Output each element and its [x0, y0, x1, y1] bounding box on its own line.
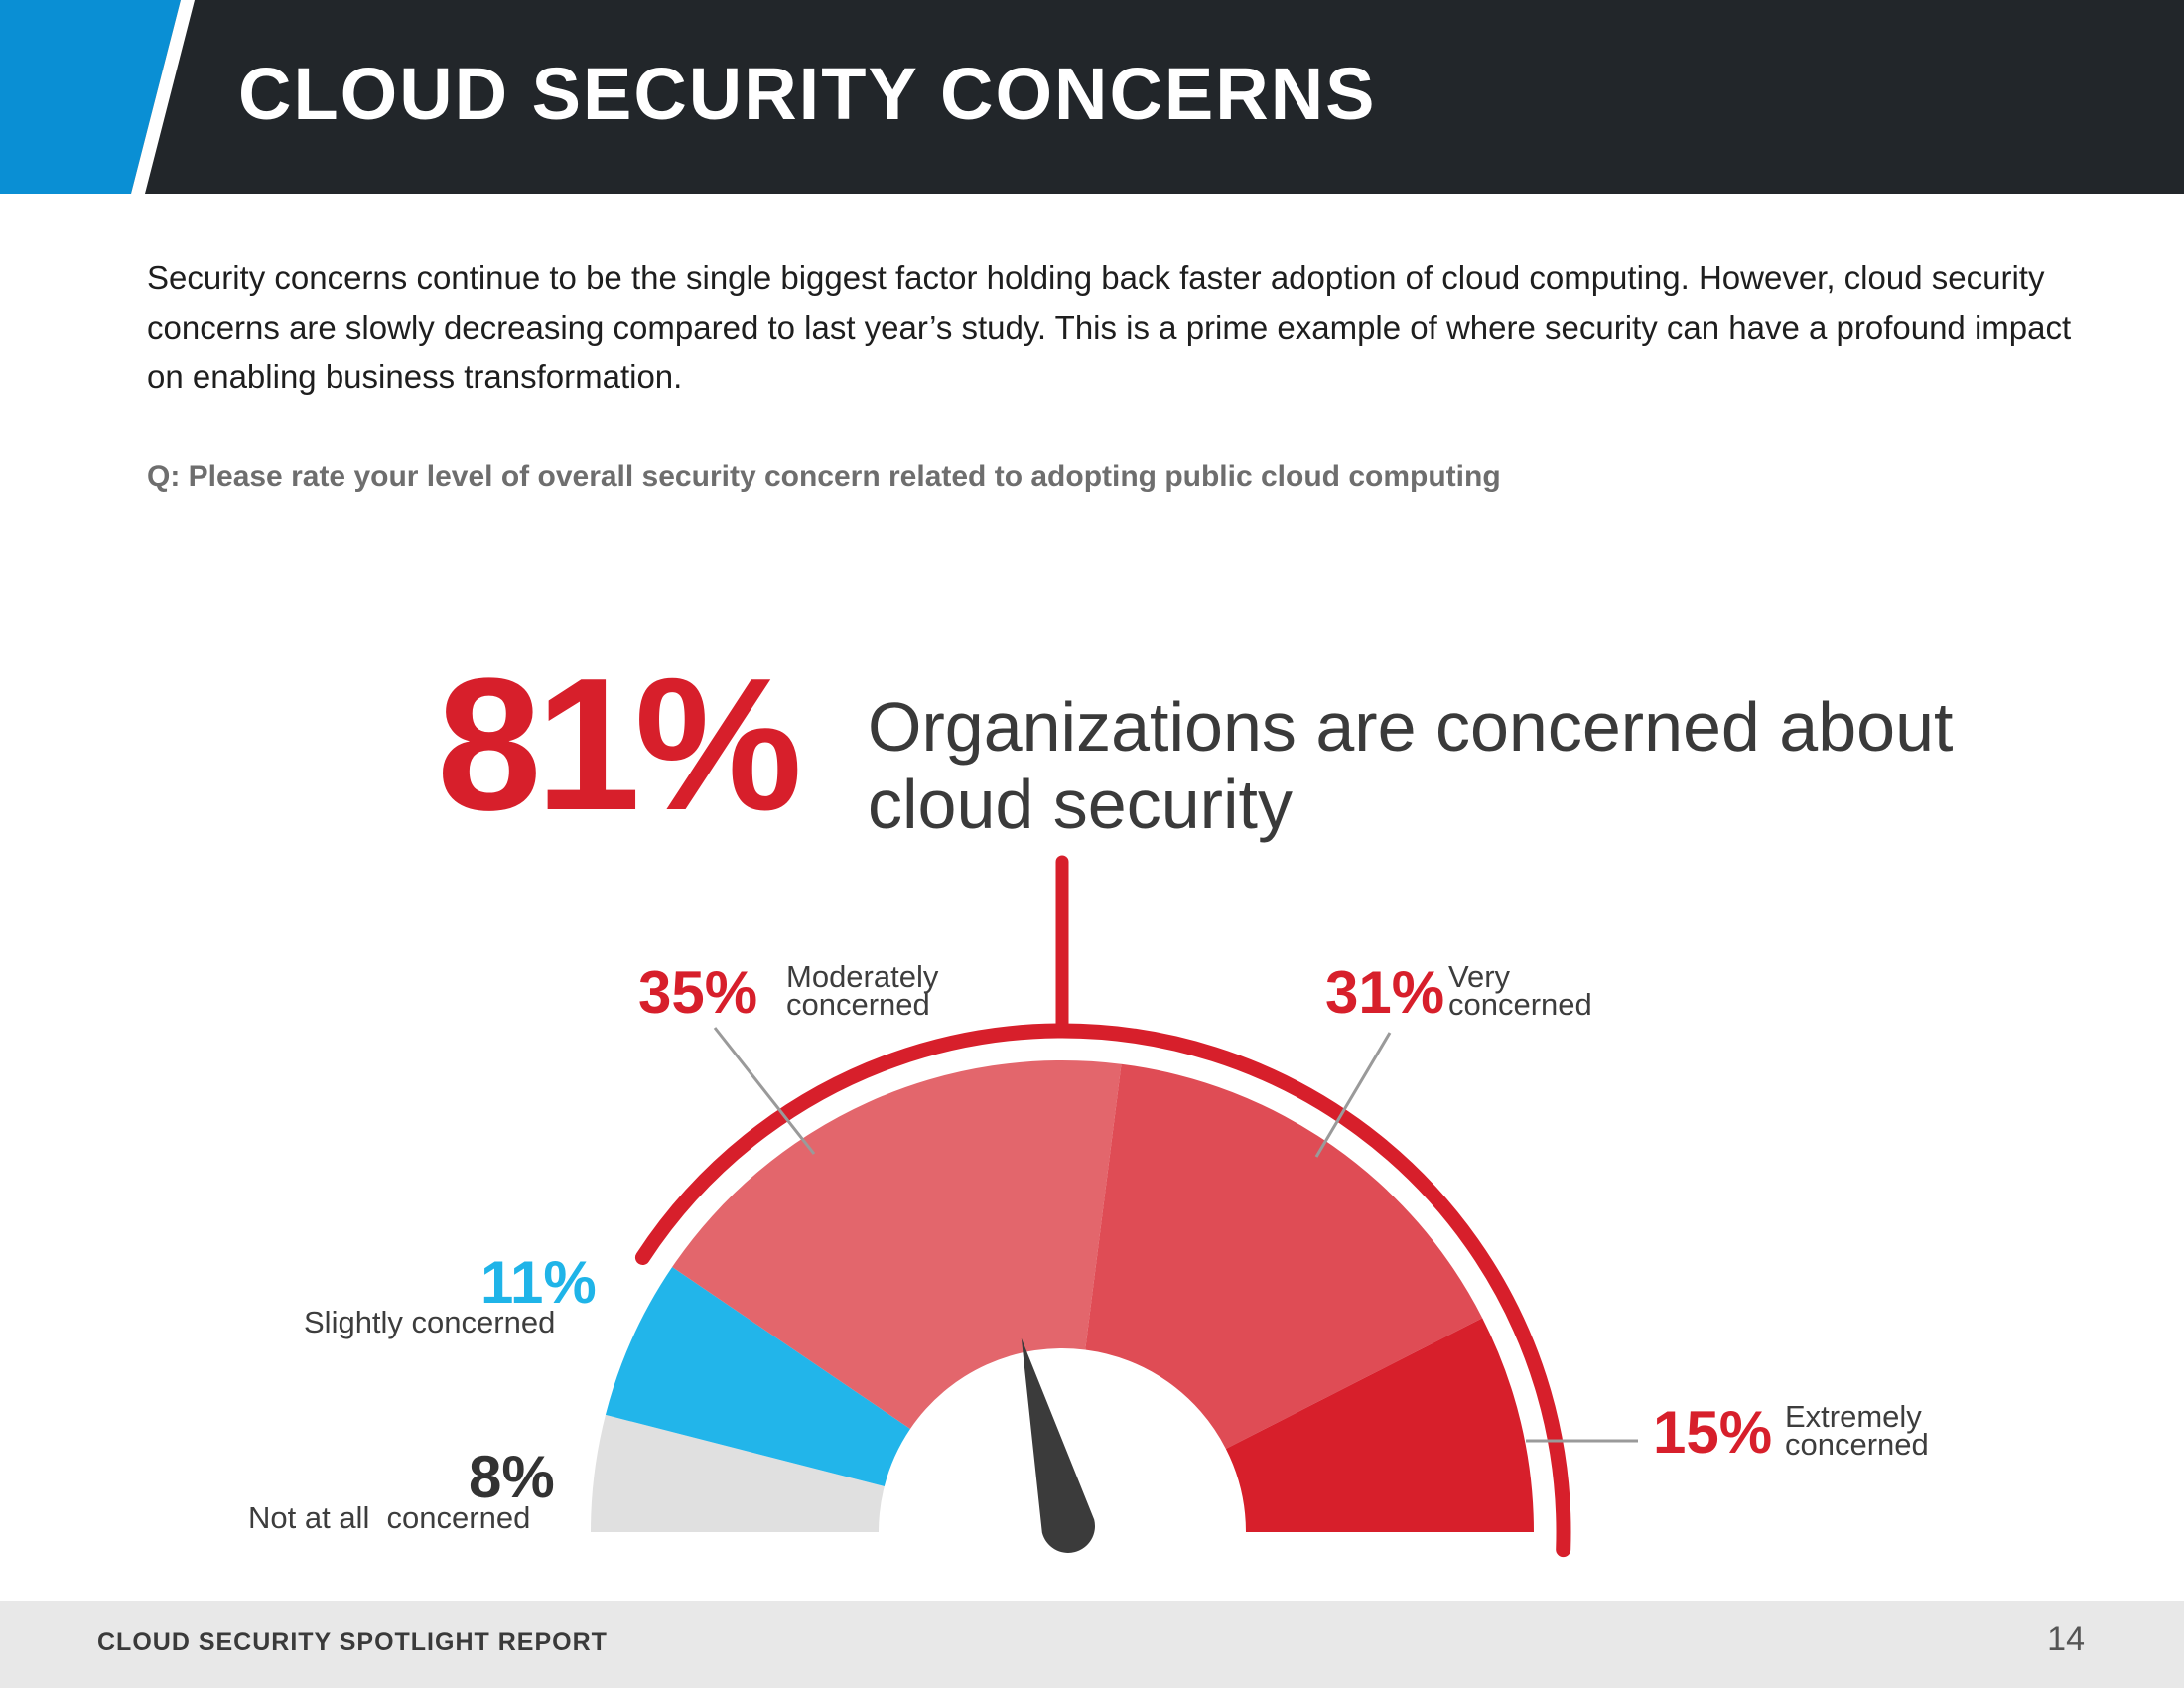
- page-title: CLOUD SECURITY CONCERNS: [238, 53, 1377, 135]
- gauge-segment-moderately-concerned: [672, 1060, 1122, 1430]
- gauge-segment-not-at-all-concerned: [591, 1414, 885, 1532]
- leader-line-moderately: [713, 1027, 816, 1155]
- leader-line-very: [1314, 1032, 1392, 1158]
- segment-value-moderately: 35%: [638, 959, 758, 1026]
- gauge-segment-extremely-concerned: [1225, 1318, 1534, 1532]
- segment-label-extremely: Extremely concerned: [1785, 1399, 1929, 1462]
- header-accent-stripe: [0, 0, 195, 194]
- page-footer: CLOUD SECURITY SPOTLIGHT REPORT 14: [0, 1601, 2184, 1688]
- page-header: CLOUD SECURITY CONCERNS: [0, 0, 2184, 194]
- gauge-segment-very-concerned: [1085, 1063, 1483, 1450]
- headline-percentage: 81%: [437, 639, 802, 850]
- segment-label-moderately: Moderately concerned: [786, 959, 939, 1022]
- segment-label-slightly: Slightly concerned: [304, 1305, 556, 1339]
- segment-value-very: 31%: [1325, 959, 1445, 1026]
- survey-question: Q: Please rate your level of overall sec…: [147, 460, 1501, 492]
- segment-value-slightly: 11%: [480, 1249, 597, 1316]
- intro-paragraph: Security concerns continue to be the sin…: [147, 259, 2072, 395]
- segment-label-not-at-all: Not at all concerned: [248, 1500, 531, 1535]
- concerned-highlight-arc: [634, 1023, 1571, 1558]
- segment-value-not-at-all: 8%: [469, 1444, 555, 1510]
- segment-value-extremely: 15%: [1653, 1399, 1773, 1466]
- gauge-needle: [1021, 1337, 1095, 1553]
- page-number: 14: [2047, 1620, 2085, 1658]
- headline-text: Organizations are concerned about cloud …: [868, 688, 1954, 843]
- segment-label-very: Very concerned: [1448, 959, 1592, 1022]
- report-title: CLOUD SECURITY SPOTLIGHT REPORT: [97, 1628, 608, 1656]
- gauge-segment-slightly-concerned: [605, 1267, 910, 1486]
